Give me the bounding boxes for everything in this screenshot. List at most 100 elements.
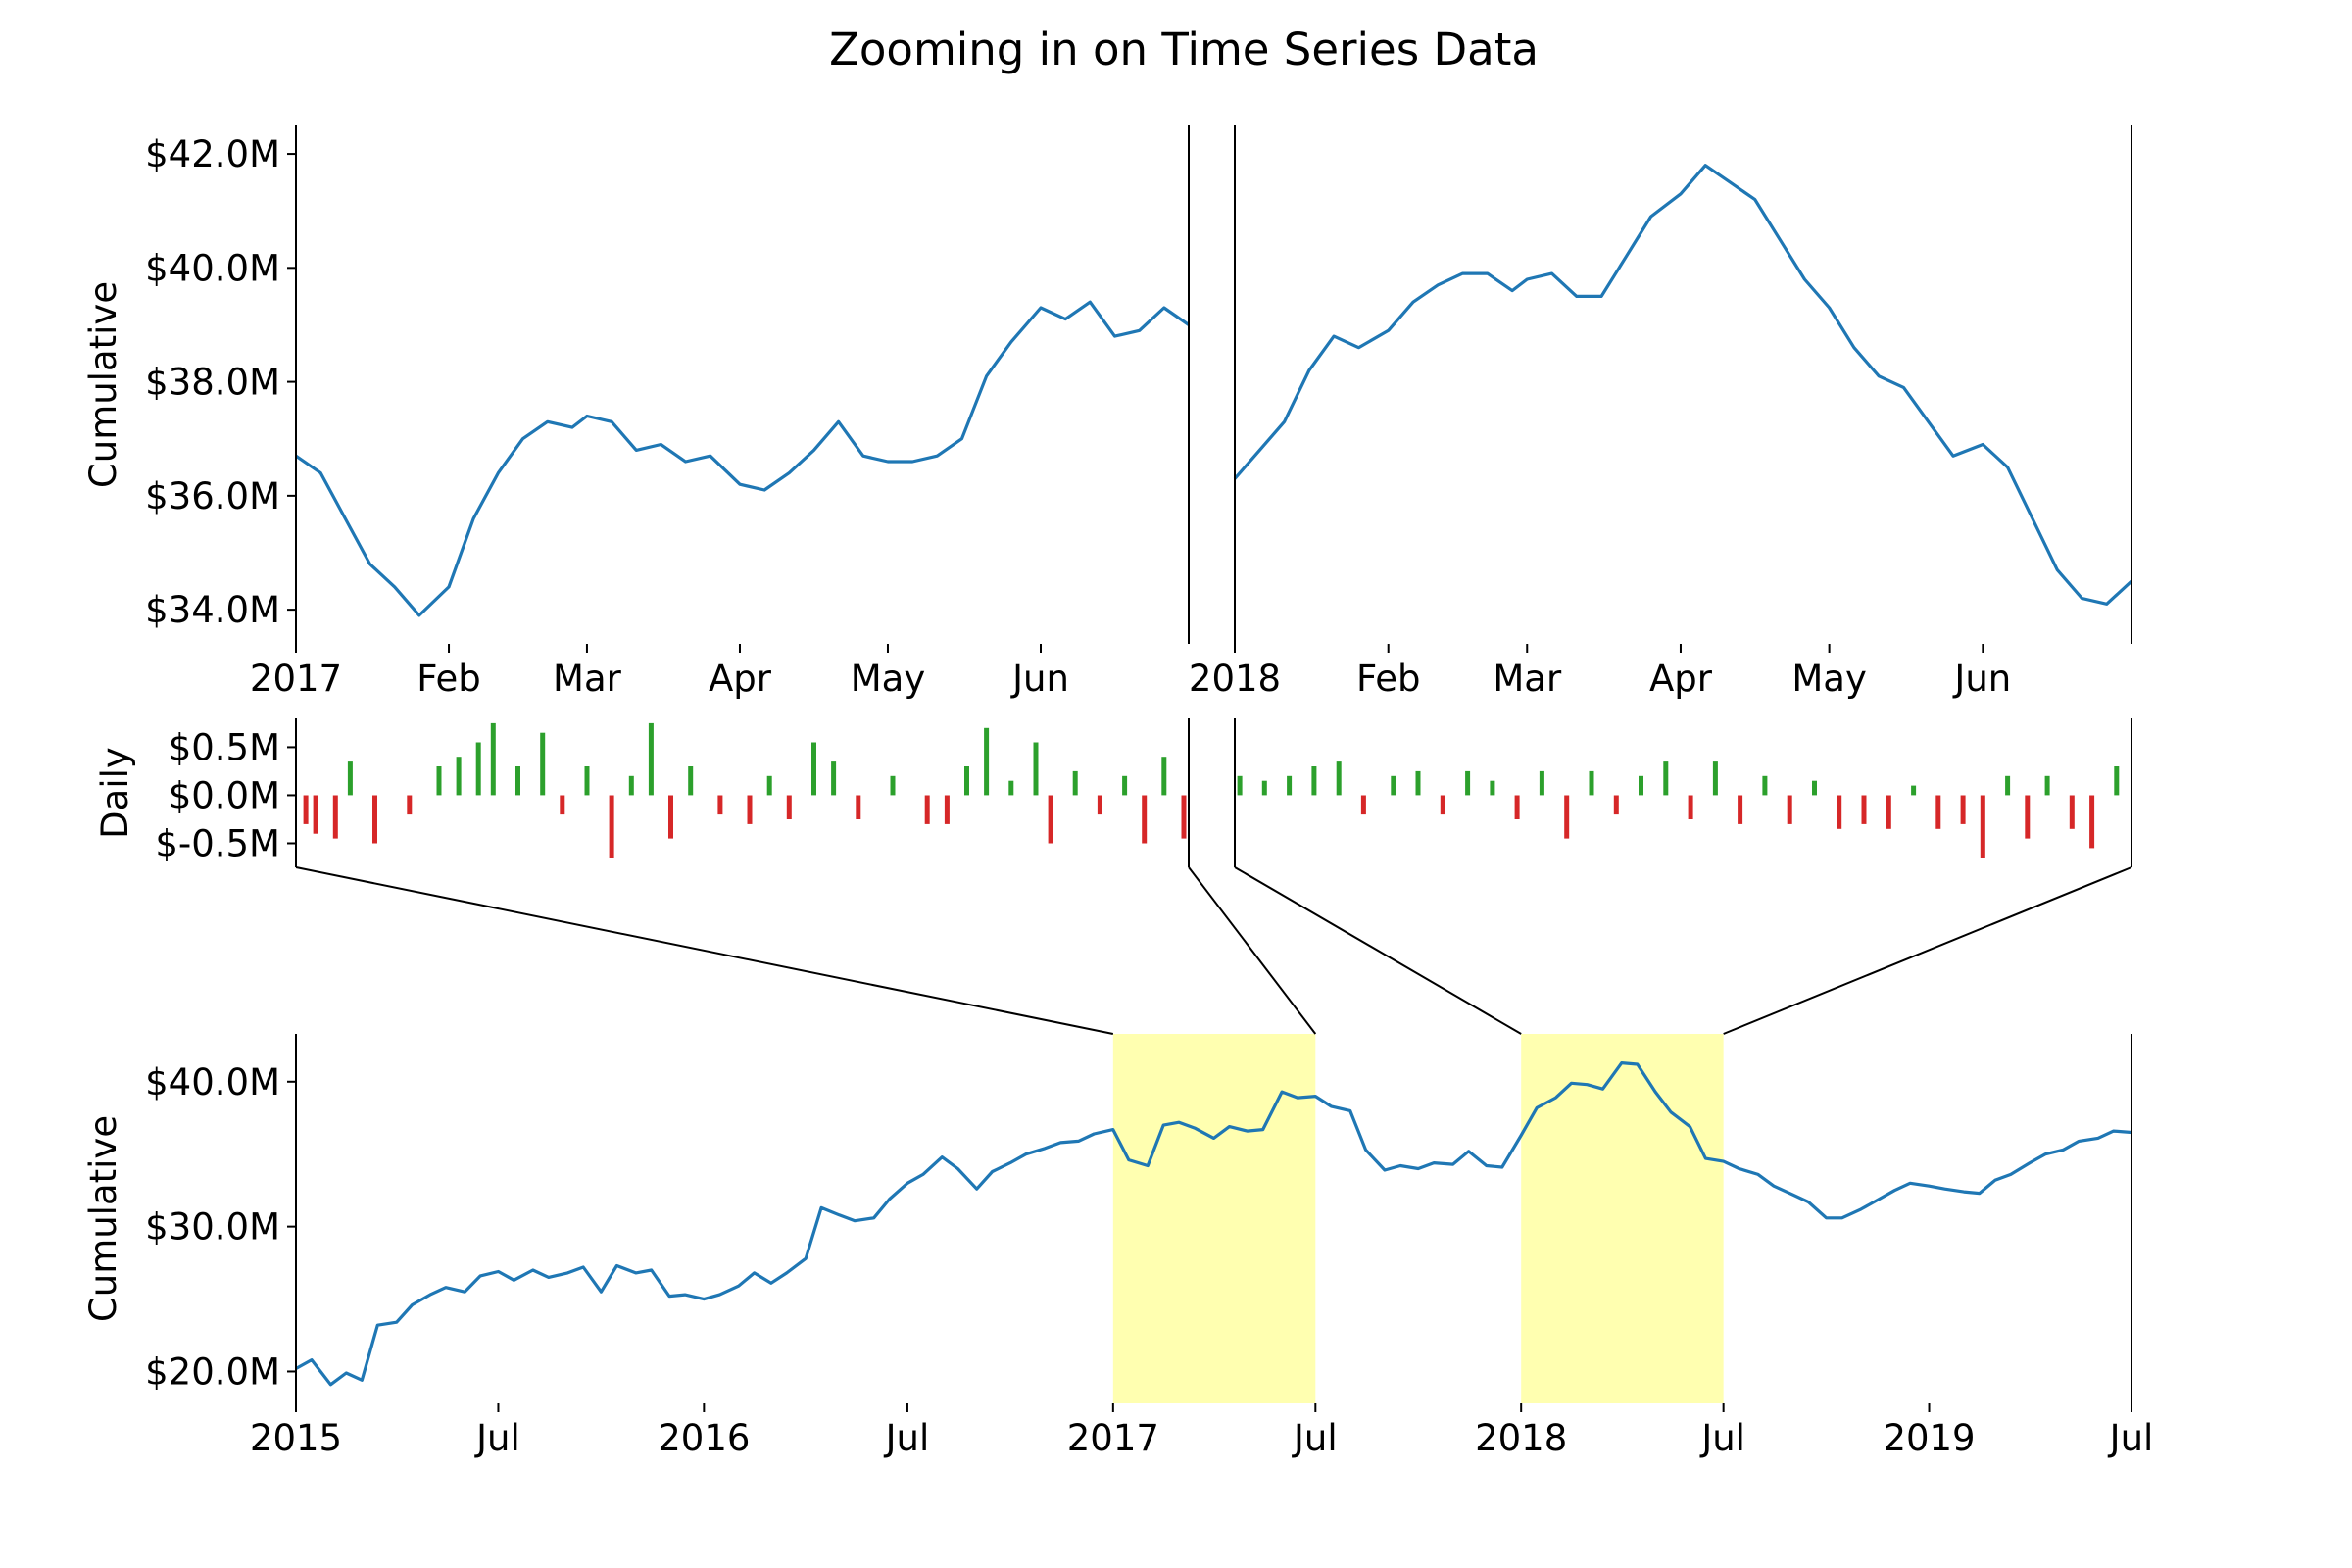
daily-bar <box>313 795 318 834</box>
x-tick-label: Apr <box>709 658 772 700</box>
x-tick-label: Feb <box>1356 658 1421 700</box>
connector-line <box>1234 866 1522 1035</box>
daily-bar <box>1008 780 1014 796</box>
x-tick-label: May <box>851 658 926 700</box>
x-tick-label: Jul <box>474 1417 520 1459</box>
y-axis-label: Daily <box>94 747 136 839</box>
daily-bar <box>475 742 481 796</box>
daily-bar <box>1688 795 1693 819</box>
daily-bar <box>1097 795 1102 815</box>
daily-bar <box>747 795 753 824</box>
connector-line <box>1723 866 2132 1035</box>
daily-bar <box>1980 795 1985 858</box>
daily-bar <box>1613 795 1619 815</box>
daily-bar <box>1861 795 1867 824</box>
daily-bar <box>407 795 413 815</box>
daily-bar <box>688 766 694 796</box>
daily-bar <box>1287 775 1293 796</box>
x-tick-label: Apr <box>1649 658 1713 700</box>
daily-bar <box>1911 785 1917 796</box>
daily-bar <box>1960 795 1966 824</box>
x-tick-label: Jun <box>1952 658 2011 700</box>
daily-bar <box>944 795 950 824</box>
daily-bar <box>1048 795 1054 844</box>
y-tick-label: $36.0M <box>145 475 280 517</box>
daily-bar <box>1465 770 1471 796</box>
daily-bar <box>1360 795 1366 815</box>
connector-line <box>295 866 1114 1035</box>
y-tick-label: $20.0M <box>145 1350 280 1393</box>
daily-bar <box>490 722 496 796</box>
daily-bar <box>1336 761 1342 796</box>
y-tick-label: $40.0M <box>145 1061 280 1103</box>
y-tick-label: $0.0M <box>169 774 280 816</box>
daily-bar <box>1490 780 1495 796</box>
daily-bar <box>584 766 590 796</box>
y-tick-label: $42.0M <box>145 133 280 175</box>
daily-bar <box>1539 770 1544 796</box>
x-tick-label: Mar <box>1493 658 1562 700</box>
y-tick-label: $30.0M <box>145 1206 280 1249</box>
daily-bar <box>515 766 520 796</box>
x-tick-label: 2019 <box>1883 1417 1975 1459</box>
daily-bar <box>1072 770 1078 796</box>
x-tick-label: 2016 <box>658 1417 750 1459</box>
daily-bar <box>1237 775 1243 796</box>
daily-bar <box>560 795 565 815</box>
daily-bar <box>1311 766 1317 796</box>
daily-bar <box>1181 795 1187 839</box>
daily-bar <box>1589 770 1594 796</box>
highlight-region <box>1521 1034 1724 1403</box>
x-tick-label: 2017 <box>250 658 342 700</box>
daily-bar <box>1812 780 1817 796</box>
series-line <box>295 300 1190 617</box>
daily-bar <box>2069 795 2075 829</box>
daily-bar <box>1787 795 1792 824</box>
daily-bar <box>1762 775 1768 796</box>
daily-bar <box>2044 775 2050 796</box>
daily-bar <box>964 766 969 796</box>
daily-bar <box>890 775 896 796</box>
x-tick-label: Mar <box>553 658 622 700</box>
y-tick-label: $40.0M <box>145 247 280 289</box>
highlight-region <box>1112 1034 1316 1403</box>
y-tick-label: $34.0M <box>145 589 280 631</box>
daily-bar <box>786 795 792 819</box>
daily-bar <box>924 795 930 824</box>
daily-bar <box>648 722 654 796</box>
x-tick-label: Jul <box>1292 1417 1338 1459</box>
daily-bar <box>2005 775 2011 796</box>
daily-bar <box>1738 795 1743 824</box>
x-tick-label: 2017 <box>1067 1417 1159 1459</box>
x-tick-label: 2018 <box>1475 1417 1567 1459</box>
daily-bar <box>2114 766 2120 796</box>
daily-bar <box>1261 780 1267 796</box>
series-line <box>1233 164 2133 606</box>
x-tick-label: 2018 <box>1189 658 1281 700</box>
daily-bar <box>856 795 861 819</box>
daily-bar <box>1639 775 1643 796</box>
daily-bar <box>332 795 338 839</box>
daily-bar <box>436 766 442 796</box>
x-tick-label: Feb <box>416 658 481 700</box>
daily-bar <box>1514 795 1520 819</box>
daily-bar <box>2089 795 2095 849</box>
daily-bar <box>984 727 990 796</box>
daily-bar <box>1142 795 1148 844</box>
daily-bar <box>2025 795 2031 839</box>
daily-bar <box>347 761 353 796</box>
y-tick-label: $0.5M <box>169 726 280 768</box>
y-tick-label: $-0.5M <box>155 822 280 864</box>
y-axis-label: Cumulative <box>82 281 124 488</box>
x-tick-label: Jul <box>2108 1417 2154 1459</box>
daily-bar <box>1564 795 1570 839</box>
connector-line <box>1188 866 1317 1035</box>
daily-bar <box>1440 795 1446 815</box>
daily-bar <box>456 757 462 796</box>
x-tick-label: 2015 <box>250 1417 342 1459</box>
daily-bar <box>1886 795 1891 829</box>
daily-bar <box>1663 761 1669 796</box>
daily-bar <box>540 732 546 796</box>
